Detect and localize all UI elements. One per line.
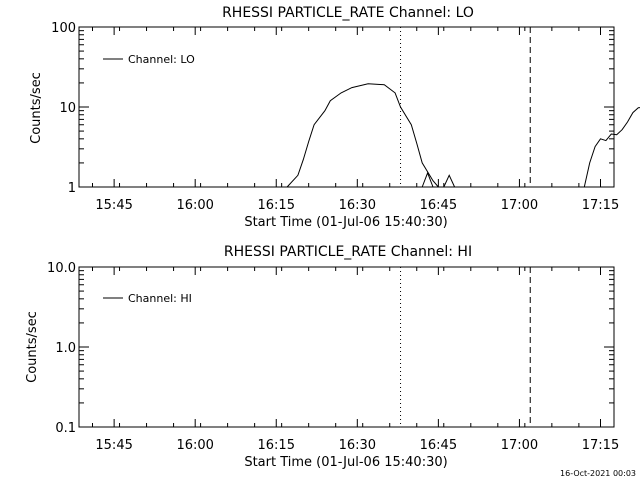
y-tick-label: 10.0	[47, 261, 76, 276]
y-tick-label: 0.1	[55, 421, 76, 436]
legend-entry: Channel: HI	[128, 292, 192, 305]
x-axis-label: Start Time (01-Jul-06 15:40:30)	[244, 455, 447, 470]
chart-title: RHESSI PARTICLE_RATE Channel: HI	[224, 244, 472, 260]
panel-hi: RHESSI PARTICLE_RATE Channel: HI Counts/…	[25, 244, 619, 470]
x-tick-label: 17:15	[582, 198, 619, 213]
x-tick-label: 16:15	[258, 198, 295, 213]
series-line-segment	[421, 171, 434, 188]
panel-lo: RHESSI PARTICLE_RATE Channel: LO Counts/…	[29, 5, 640, 230]
x-tick-label: 16:00	[176, 198, 213, 213]
y-tick-label: 100	[51, 21, 76, 36]
x-tick-label: 15:45	[95, 198, 132, 213]
y-tick-label: 1	[68, 181, 76, 196]
chart-title: RHESSI PARTICLE_RATE Channel: LO	[222, 5, 474, 21]
x-tick-label: 17:00	[501, 198, 538, 213]
x-tick-label: 16:00	[176, 438, 213, 453]
legend-entry: Channel: LO	[128, 53, 195, 66]
y-tick-label: 1.0	[55, 341, 76, 356]
x-tick-label: 15:45	[95, 438, 132, 453]
x-tick-label: 16:15	[258, 438, 295, 453]
series-line-segment	[583, 107, 640, 188]
x-tick-label: 16:30	[339, 438, 376, 453]
x-axis-label: Start Time (01-Jul-06 15:40:30)	[244, 215, 447, 230]
x-tick-label: 16:45	[420, 198, 457, 213]
x-tick-label: 17:00	[501, 438, 538, 453]
x-tick-label: 16:30	[339, 198, 376, 213]
x-tick-label: 17:15	[582, 438, 619, 453]
y-tick-label: 10	[59, 101, 76, 116]
x-tick-label: 16:45	[420, 438, 457, 453]
y-axis-label: Counts/sec	[25, 311, 40, 383]
series-line-segment	[286, 83, 439, 188]
series-line-segment	[443, 174, 456, 188]
y-axis-label: Counts/sec	[29, 72, 44, 144]
footer-timestamp: 16-Oct-2021 00:03	[560, 469, 636, 478]
